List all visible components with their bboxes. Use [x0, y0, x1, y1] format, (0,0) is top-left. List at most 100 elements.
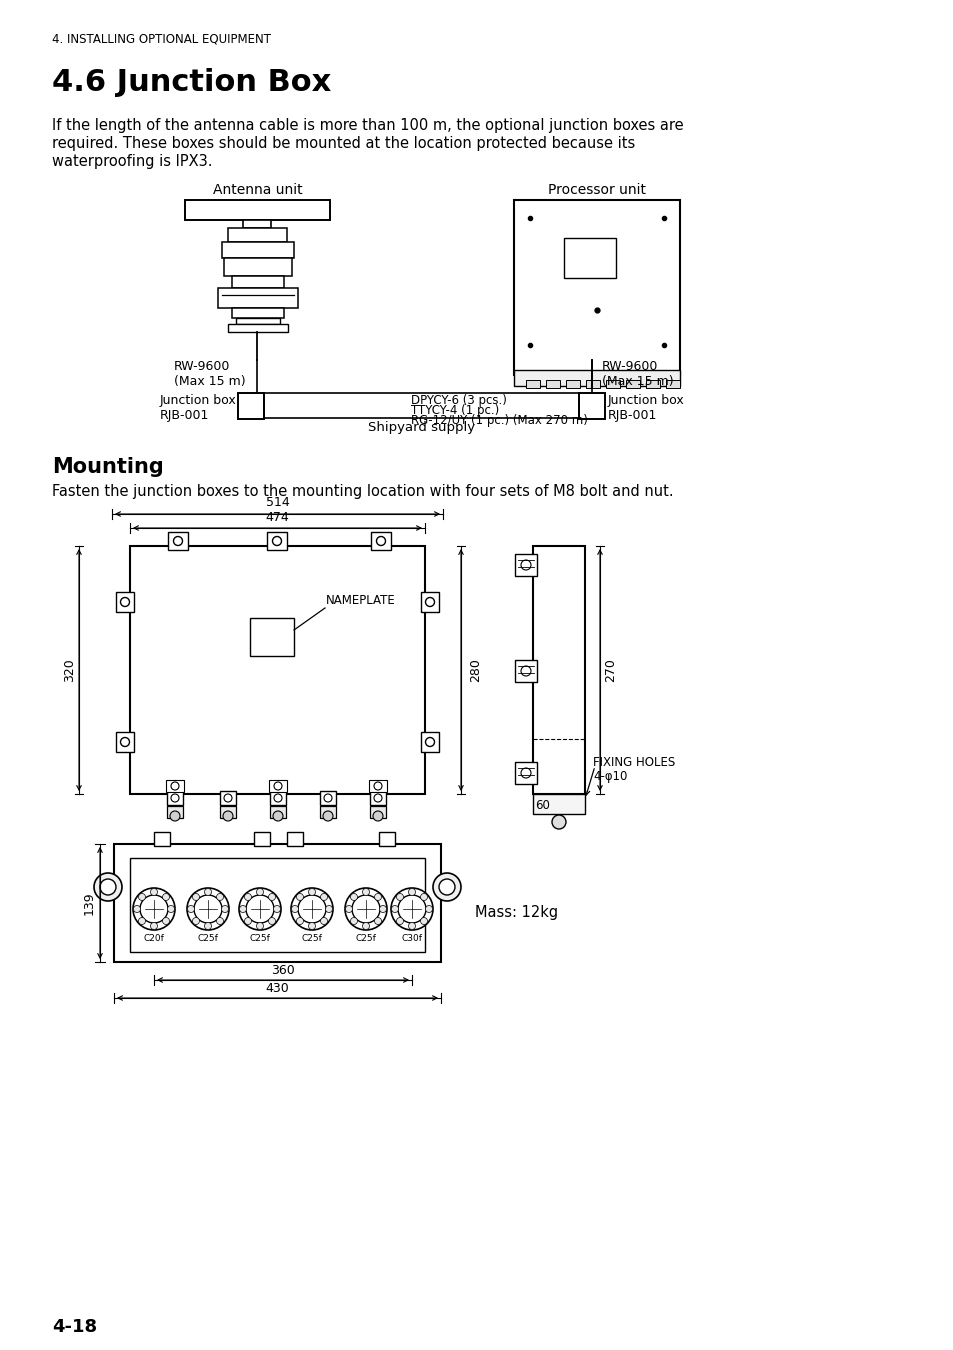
Bar: [253, 832, 270, 846]
Circle shape: [224, 794, 232, 802]
Text: C25f: C25f: [250, 934, 270, 944]
Circle shape: [323, 811, 333, 821]
Bar: [605, 379, 619, 387]
Circle shape: [375, 918, 381, 925]
Circle shape: [94, 873, 122, 900]
Circle shape: [268, 894, 275, 900]
Bar: [243, 220, 271, 228]
Text: waterproofing is IPX3.: waterproofing is IPX3.: [52, 154, 213, 169]
Text: 270: 270: [603, 657, 617, 682]
Circle shape: [374, 794, 381, 802]
Bar: [218, 288, 297, 308]
Circle shape: [138, 918, 145, 925]
Bar: [371, 532, 391, 549]
Circle shape: [320, 918, 327, 925]
Circle shape: [552, 815, 565, 829]
Bar: [533, 794, 584, 814]
Circle shape: [345, 906, 352, 913]
Circle shape: [223, 811, 233, 821]
Circle shape: [520, 666, 531, 676]
Bar: [167, 806, 183, 818]
Bar: [130, 545, 424, 794]
Circle shape: [308, 922, 315, 930]
Text: C20f: C20f: [143, 934, 164, 944]
Text: 280: 280: [469, 657, 481, 682]
Bar: [514, 200, 679, 375]
Circle shape: [520, 768, 531, 778]
Circle shape: [170, 811, 180, 821]
Circle shape: [296, 918, 303, 925]
Text: Shipyard supply: Shipyard supply: [368, 421, 475, 433]
Circle shape: [391, 888, 433, 930]
Circle shape: [246, 895, 274, 923]
Circle shape: [420, 894, 427, 900]
Circle shape: [216, 894, 223, 900]
Circle shape: [379, 906, 386, 913]
Text: 4.6 Junction Box: 4.6 Junction Box: [52, 68, 331, 97]
Circle shape: [373, 811, 382, 821]
Circle shape: [268, 918, 275, 925]
Text: 430: 430: [265, 981, 289, 995]
Bar: [514, 370, 679, 386]
Circle shape: [120, 598, 130, 606]
Circle shape: [420, 918, 427, 925]
Circle shape: [273, 811, 283, 821]
Circle shape: [320, 894, 327, 900]
Circle shape: [216, 918, 223, 925]
Bar: [269, 780, 287, 792]
Circle shape: [171, 794, 179, 802]
Text: TTYCY-4 (1 pc.): TTYCY-4 (1 pc.): [411, 404, 499, 417]
Bar: [166, 780, 184, 792]
Circle shape: [325, 906, 333, 913]
Circle shape: [433, 873, 460, 900]
Circle shape: [138, 894, 145, 900]
Circle shape: [350, 894, 357, 900]
Circle shape: [296, 894, 303, 900]
Circle shape: [308, 888, 315, 895]
Circle shape: [324, 794, 332, 802]
Text: C25f: C25f: [355, 934, 376, 944]
Text: Junction box
RJB-001: Junction box RJB-001: [607, 394, 684, 423]
Circle shape: [204, 888, 212, 895]
Bar: [645, 379, 659, 387]
Bar: [525, 379, 539, 387]
Text: 60: 60: [535, 799, 549, 811]
Bar: [113, 844, 440, 963]
Circle shape: [376, 536, 385, 545]
Circle shape: [425, 737, 434, 747]
Circle shape: [193, 918, 199, 925]
Circle shape: [193, 895, 222, 923]
Bar: [578, 393, 604, 418]
Bar: [533, 545, 584, 794]
Circle shape: [168, 906, 174, 913]
Bar: [235, 319, 280, 324]
Circle shape: [140, 895, 168, 923]
Text: 4-18: 4-18: [52, 1318, 97, 1336]
Bar: [267, 532, 287, 549]
Circle shape: [162, 894, 170, 900]
Bar: [665, 379, 679, 387]
Bar: [222, 242, 294, 258]
Bar: [237, 393, 264, 418]
Text: 4. INSTALLING OPTIONAL EQUIPMENT: 4. INSTALLING OPTIONAL EQUIPMENT: [52, 32, 271, 45]
Text: Fasten the junction boxes to the mounting location with four sets of M8 bolt and: Fasten the junction boxes to the mountin…: [52, 485, 673, 500]
Text: 360: 360: [271, 964, 294, 977]
Text: If the length of the antenna cable is more than 100 m, the optional junction box: If the length of the antenna cable is mo…: [52, 117, 683, 134]
Bar: [220, 806, 235, 818]
Circle shape: [297, 895, 326, 923]
Bar: [220, 791, 235, 805]
Text: RG-12/UY (1 pc.) (Max 270 m): RG-12/UY (1 pc.) (Max 270 m): [411, 414, 588, 427]
Text: Junction box
RJB-001: Junction box RJB-001: [160, 394, 236, 423]
Text: 320: 320: [63, 659, 76, 682]
Circle shape: [239, 888, 281, 930]
Text: Processor unit: Processor unit: [547, 184, 645, 197]
Text: Mounting: Mounting: [52, 458, 164, 477]
Circle shape: [408, 888, 416, 895]
Circle shape: [239, 906, 246, 913]
Text: DPYCY-6 (3 pcs.): DPYCY-6 (3 pcs.): [411, 394, 507, 406]
Bar: [228, 228, 287, 242]
Bar: [153, 832, 170, 846]
Bar: [232, 275, 284, 288]
Bar: [378, 832, 395, 846]
Text: 474: 474: [265, 512, 289, 524]
